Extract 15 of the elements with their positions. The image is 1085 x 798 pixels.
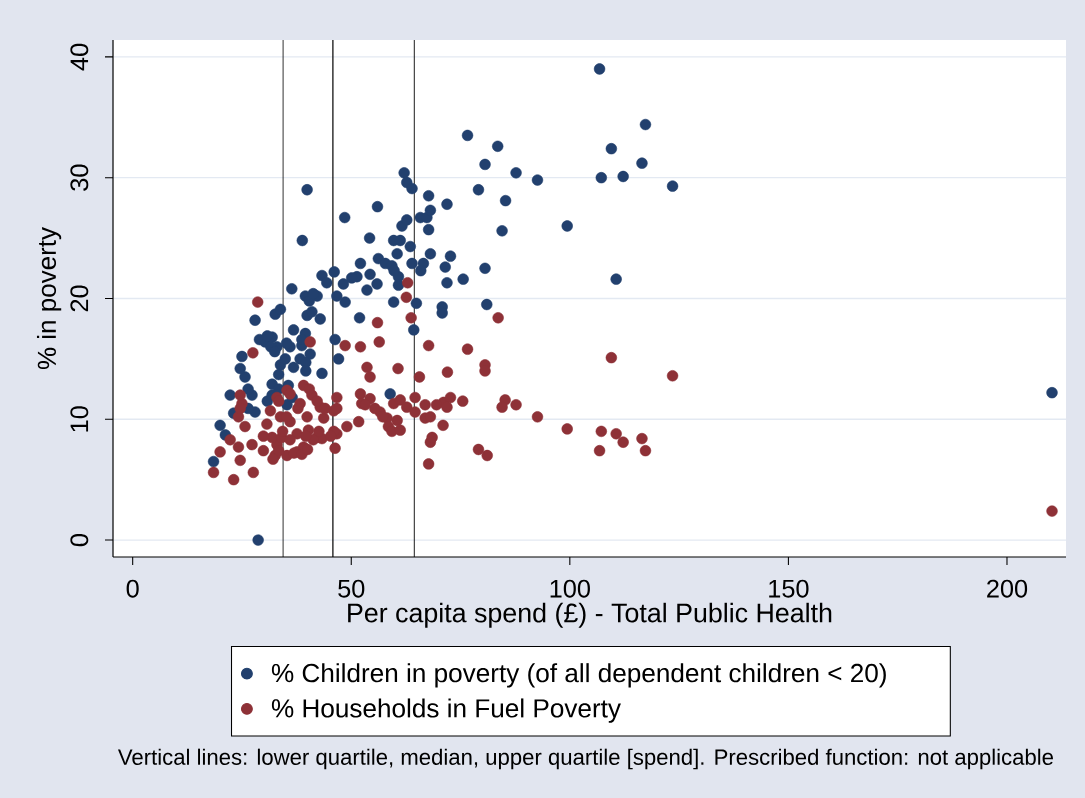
legend-label: % Children in poverty (of all dependent children < 20) — [271, 663, 886, 688]
y-axis-title: % in poverty — [36, 227, 62, 370]
y-tick-label: 10 — [70, 406, 89, 432]
legend-label: % Households in Fuel Poverty — [271, 698, 621, 723]
x-tick-label: 200 — [987, 579, 1028, 598]
y-tick-label: 30 — [70, 164, 89, 191]
y-tick-label: 20 — [70, 285, 89, 312]
y-tick-label: 0 — [70, 534, 89, 547]
x-tick-label: 50 — [338, 579, 365, 598]
x-tick-label: 150 — [769, 579, 809, 598]
x-tick-label: 0 — [126, 579, 139, 598]
y-tick-label: 40 — [70, 43, 89, 71]
x-axis-title: Per capita spend (£) - Total Public Health — [348, 602, 832, 628]
text: Vertical lines: lower quartile, median, upper quartile [spend]. Prescribed function: not applicable — [117, 748, 1053, 770]
x-tick-label: 100 — [550, 579, 590, 598]
